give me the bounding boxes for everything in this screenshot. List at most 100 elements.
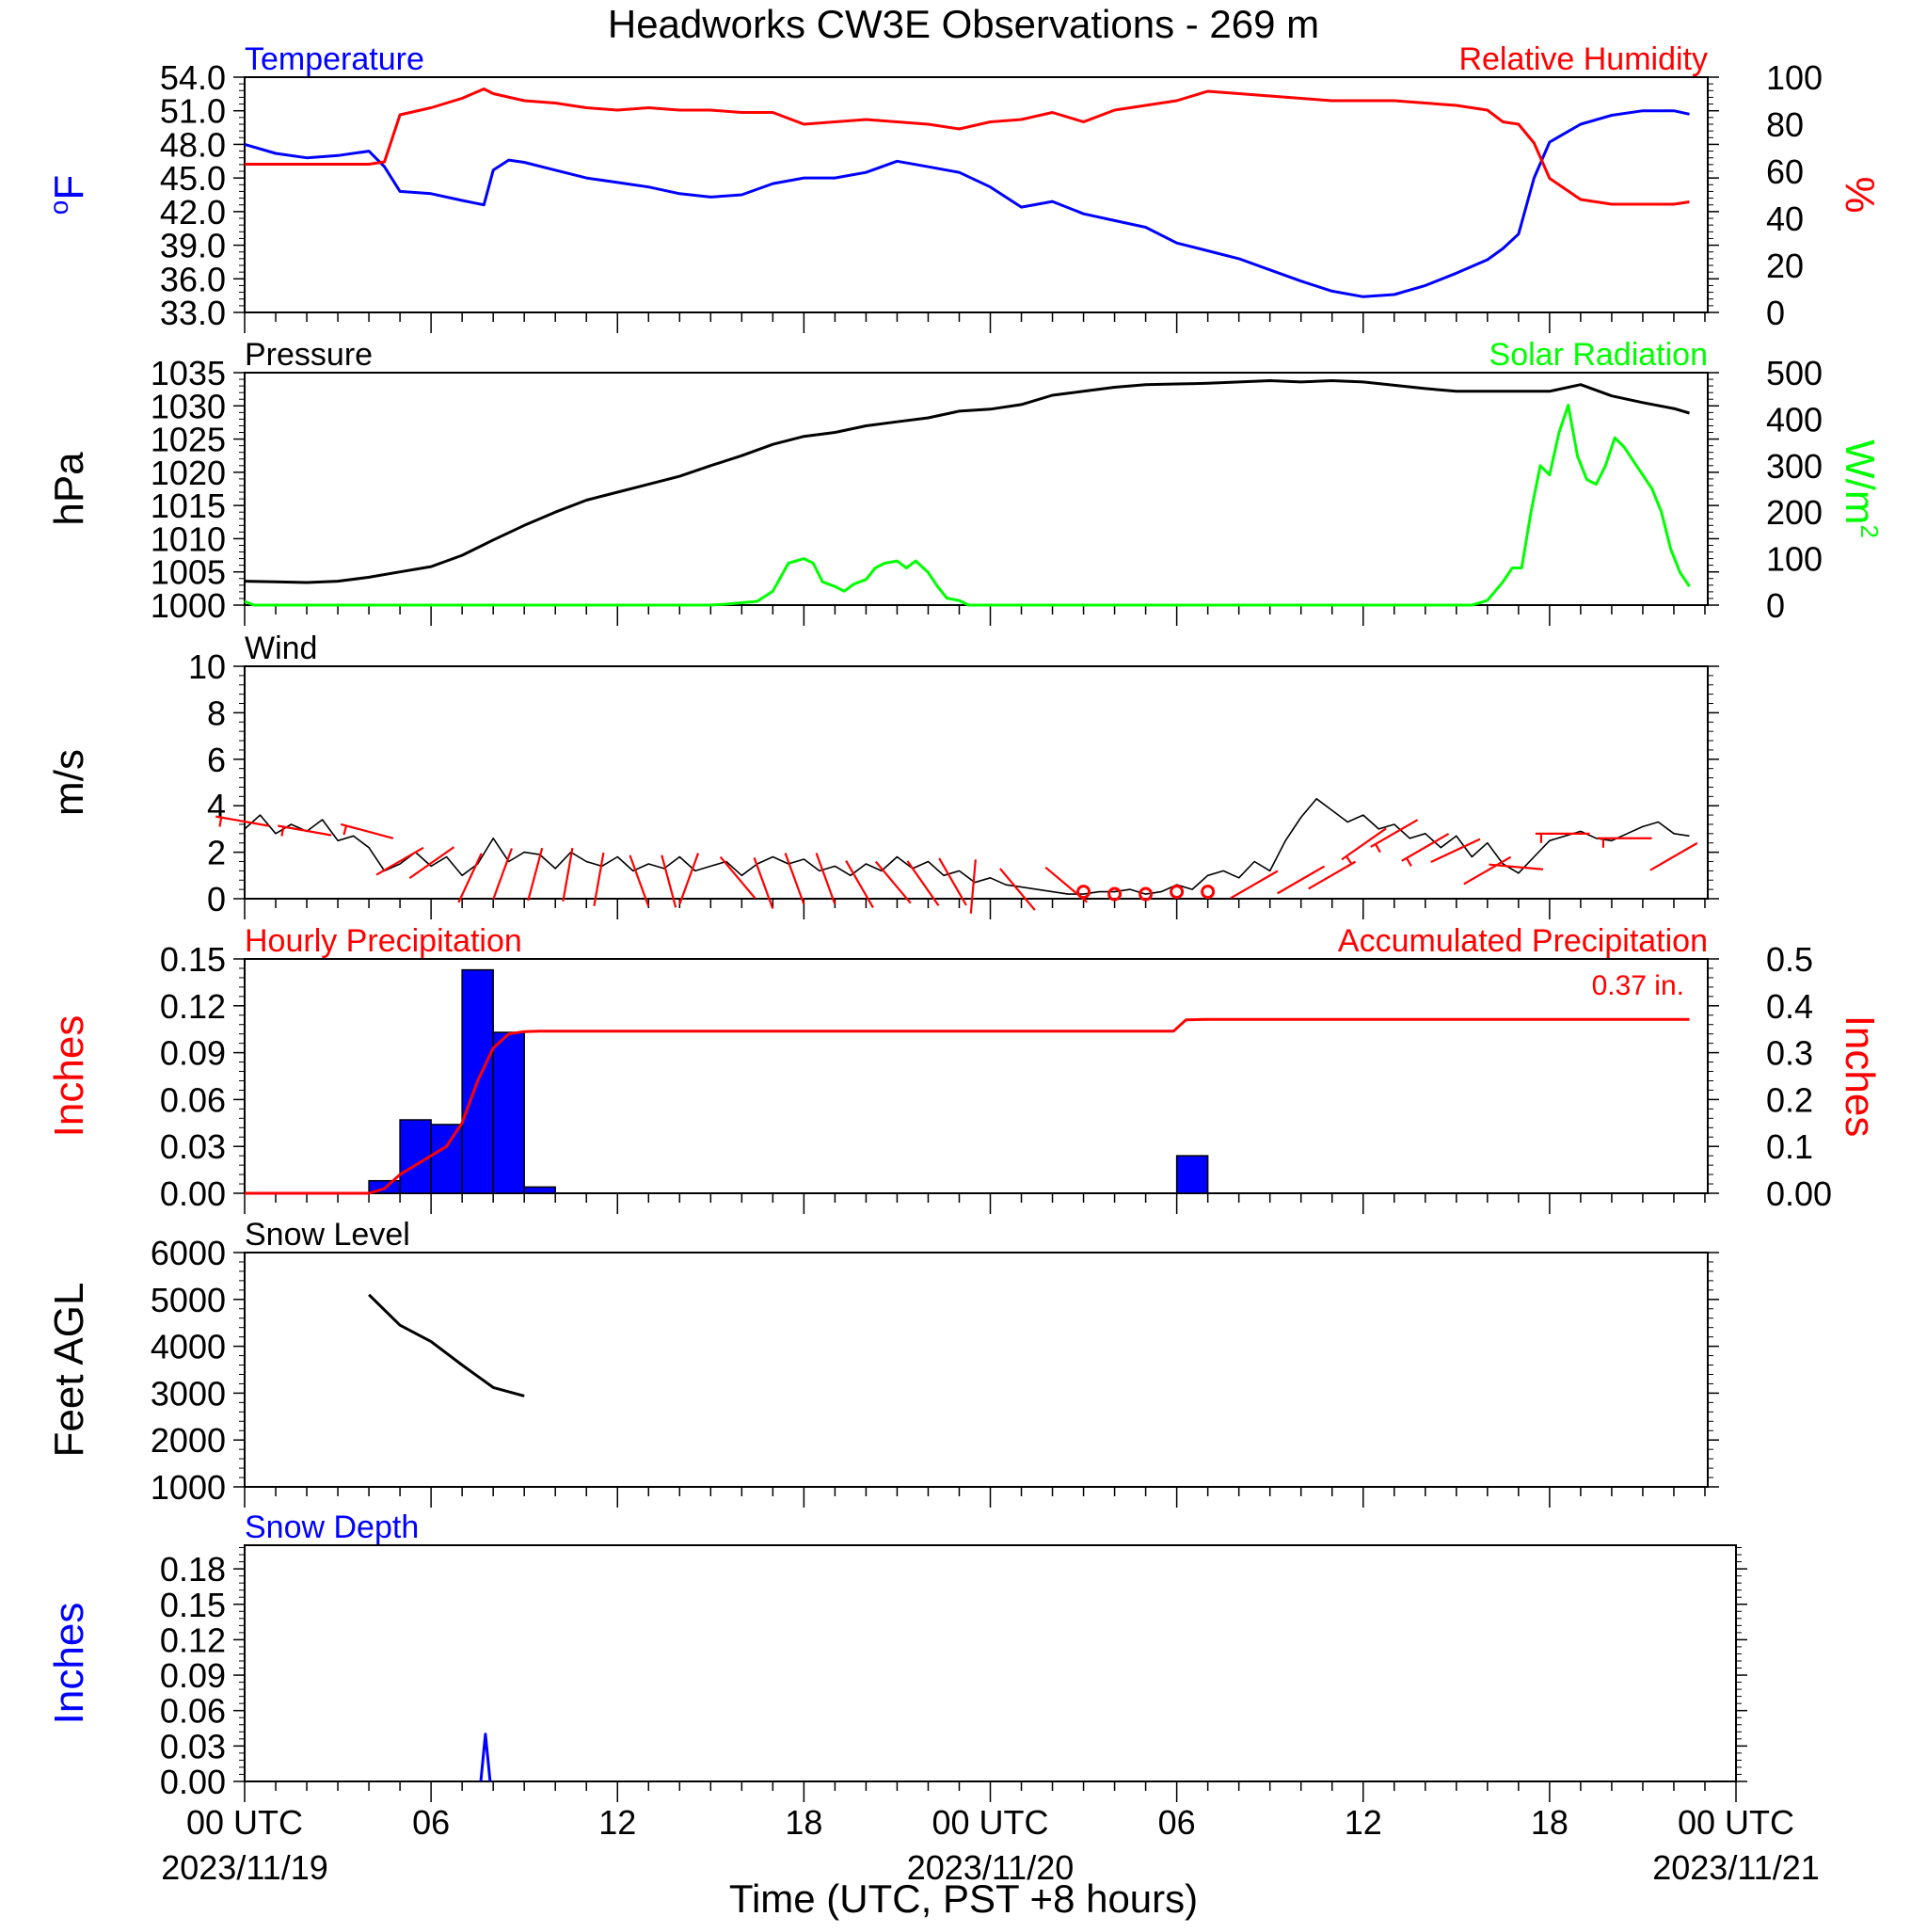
wind-barb [408, 846, 455, 880]
y-right-tick-label: 200 [1766, 493, 1823, 532]
y-tick-label: 0.09 [160, 1656, 226, 1695]
time-axis: 00 UTC 2023/11/19 06 12 18 00 UTC 2023/11/20 06… [161, 1803, 1820, 1887]
y-right-axis-title: % [1837, 176, 1883, 213]
wind-barb [678, 853, 700, 904]
y-tick-label: 39.0 [160, 227, 226, 265]
wind-barb [375, 846, 424, 876]
panel-temperature-humidity: 33.036.039.042.045.048.051.054.0 0 20 40 60 8… [44, 41, 1883, 333]
wind-barb [998, 868, 1036, 911]
y-right-tick-label: 0.4 [1766, 987, 1813, 1026]
y-tick-label: 1020 [151, 454, 226, 492]
y-tick-label: 1010 [151, 519, 226, 558]
y-tick-label: 10 [188, 647, 226, 686]
superscript: 2 [1855, 524, 1884, 537]
plot-frame [244, 665, 1709, 900]
panel-wind: 0 2 4 6 8 10 Wind m/s [46, 631, 1719, 919]
wind-barb-flag [280, 826, 285, 837]
y-tick-label: 0.06 [160, 1080, 226, 1119]
y-right-tick-label: 300 [1766, 447, 1823, 486]
wind-barb [215, 815, 270, 827]
x-tick-label: 06 [412, 1803, 450, 1842]
y-right-tick-label: 60 [1766, 152, 1804, 191]
y-tick-label: 45.0 [160, 159, 226, 198]
x-tick-label: 18 [1531, 1803, 1569, 1842]
y-tick-label: 0.18 [160, 1550, 226, 1589]
y-right-tick-label: 100 [1766, 540, 1823, 579]
panel-precipitation: 0.00 0.03 0.06 0.09 0.12 0.15 0.00 0.1 0.2 0.3 0.4… [46, 923, 1883, 1214]
y-tick-label: 8 [207, 694, 226, 732]
x-tick-date: 2023/11/20 [907, 1848, 1075, 1887]
wind-barb [784, 853, 805, 904]
y-axis-title: oF [44, 175, 92, 215]
y-right-tick-label: 0.5 [1766, 940, 1813, 979]
x-tick-label: 00 UTC [932, 1803, 1048, 1842]
wind-barb [593, 852, 605, 906]
wind-barb-flag [1345, 855, 1353, 865]
y-right-tick-label: 40 [1766, 200, 1804, 238]
degree-sign: o [44, 200, 73, 216]
y-tick-label: 0.15 [160, 940, 226, 979]
wind-barb [1430, 838, 1481, 864]
y-tick-label: 54.0 [160, 58, 226, 97]
y-tick-label: 3000 [151, 1374, 226, 1413]
x-tick-label: 12 [598, 1803, 636, 1842]
calm-wind-marker [1201, 885, 1216, 900]
x-tick-date: 2023/11/21 [1652, 1848, 1820, 1887]
y-right-tick-label: 0.3 [1766, 1034, 1813, 1073]
wind-barb [1489, 863, 1544, 870]
y-right-tick-label: 0 [1766, 294, 1785, 332]
y-tick-label: 1000 [151, 1468, 226, 1507]
precip-bar [1175, 1155, 1209, 1194]
y-tick-label: 0.03 [160, 1727, 226, 1765]
plot-frame [244, 76, 1709, 313]
y-tick-label: 0.12 [160, 1621, 226, 1659]
x-tick-label: 18 [785, 1803, 822, 1842]
x-tick-label: 12 [1345, 1803, 1382, 1842]
x-tick-date: 2023/11/19 [161, 1848, 328, 1887]
y-tick-label: 0.00 [160, 1174, 226, 1213]
precip-bar [399, 1119, 432, 1194]
wind-barb [815, 853, 836, 904]
y-right-tick-label: 20 [1766, 247, 1804, 285]
x-tick-label: 00 UTC [186, 1803, 303, 1842]
precip-bar [430, 1124, 463, 1194]
calm-wind-marker [1139, 886, 1154, 902]
y-right-axis-title: Inches [1837, 1015, 1883, 1138]
y-tick-label: 1035 [151, 354, 226, 392]
panel-right-title: Relative Humidity [1458, 41, 1708, 77]
precip-bar [523, 1186, 556, 1194]
wind-barb [1649, 841, 1698, 871]
wind-barb [906, 860, 940, 906]
wind-barb [562, 847, 574, 902]
wind-barb [527, 847, 544, 902]
y-axis-title: Inches [46, 1603, 92, 1725]
panel-right-title: Solar Radiation [1489, 337, 1708, 373]
wind-barb [874, 860, 912, 904]
y-right-tick-label: 100 [1766, 58, 1823, 97]
y-tick-label: 48.0 [160, 125, 226, 164]
y-tick-label: 2000 [151, 1421, 226, 1460]
y-axis-title: m/s [46, 749, 92, 816]
y-tick-label: 1030 [151, 387, 226, 425]
panel-left-title: Hourly Precipitation [245, 923, 522, 959]
series-line [245, 88, 1690, 206]
y-tick-label: 1025 [151, 421, 226, 459]
y-tick-label: 0.00 [160, 1763, 226, 1801]
y-tick-label: 0.09 [160, 1034, 226, 1073]
panel-snow-level: 1000 2000 3000 4000 5000 6000 Snow Level Feet A… [46, 1217, 1719, 1508]
y-tick-label: 4 [207, 787, 226, 825]
wind-barb-flag [342, 825, 348, 836]
x-tick-label: 00 UTC [1678, 1803, 1794, 1842]
wind-barb [1370, 819, 1419, 848]
figure-title: Headworks CW3E Observations - 269 m [608, 2, 1319, 46]
panel-left-title: Wind [245, 631, 317, 666]
precip-bar [492, 1031, 525, 1194]
wind-barb [340, 822, 394, 839]
y-tick-label: 6000 [151, 1234, 226, 1272]
panel-left-title: Temperature [245, 41, 424, 77]
y-right-tick-label: 500 [1766, 354, 1823, 392]
unit: F [46, 175, 92, 200]
